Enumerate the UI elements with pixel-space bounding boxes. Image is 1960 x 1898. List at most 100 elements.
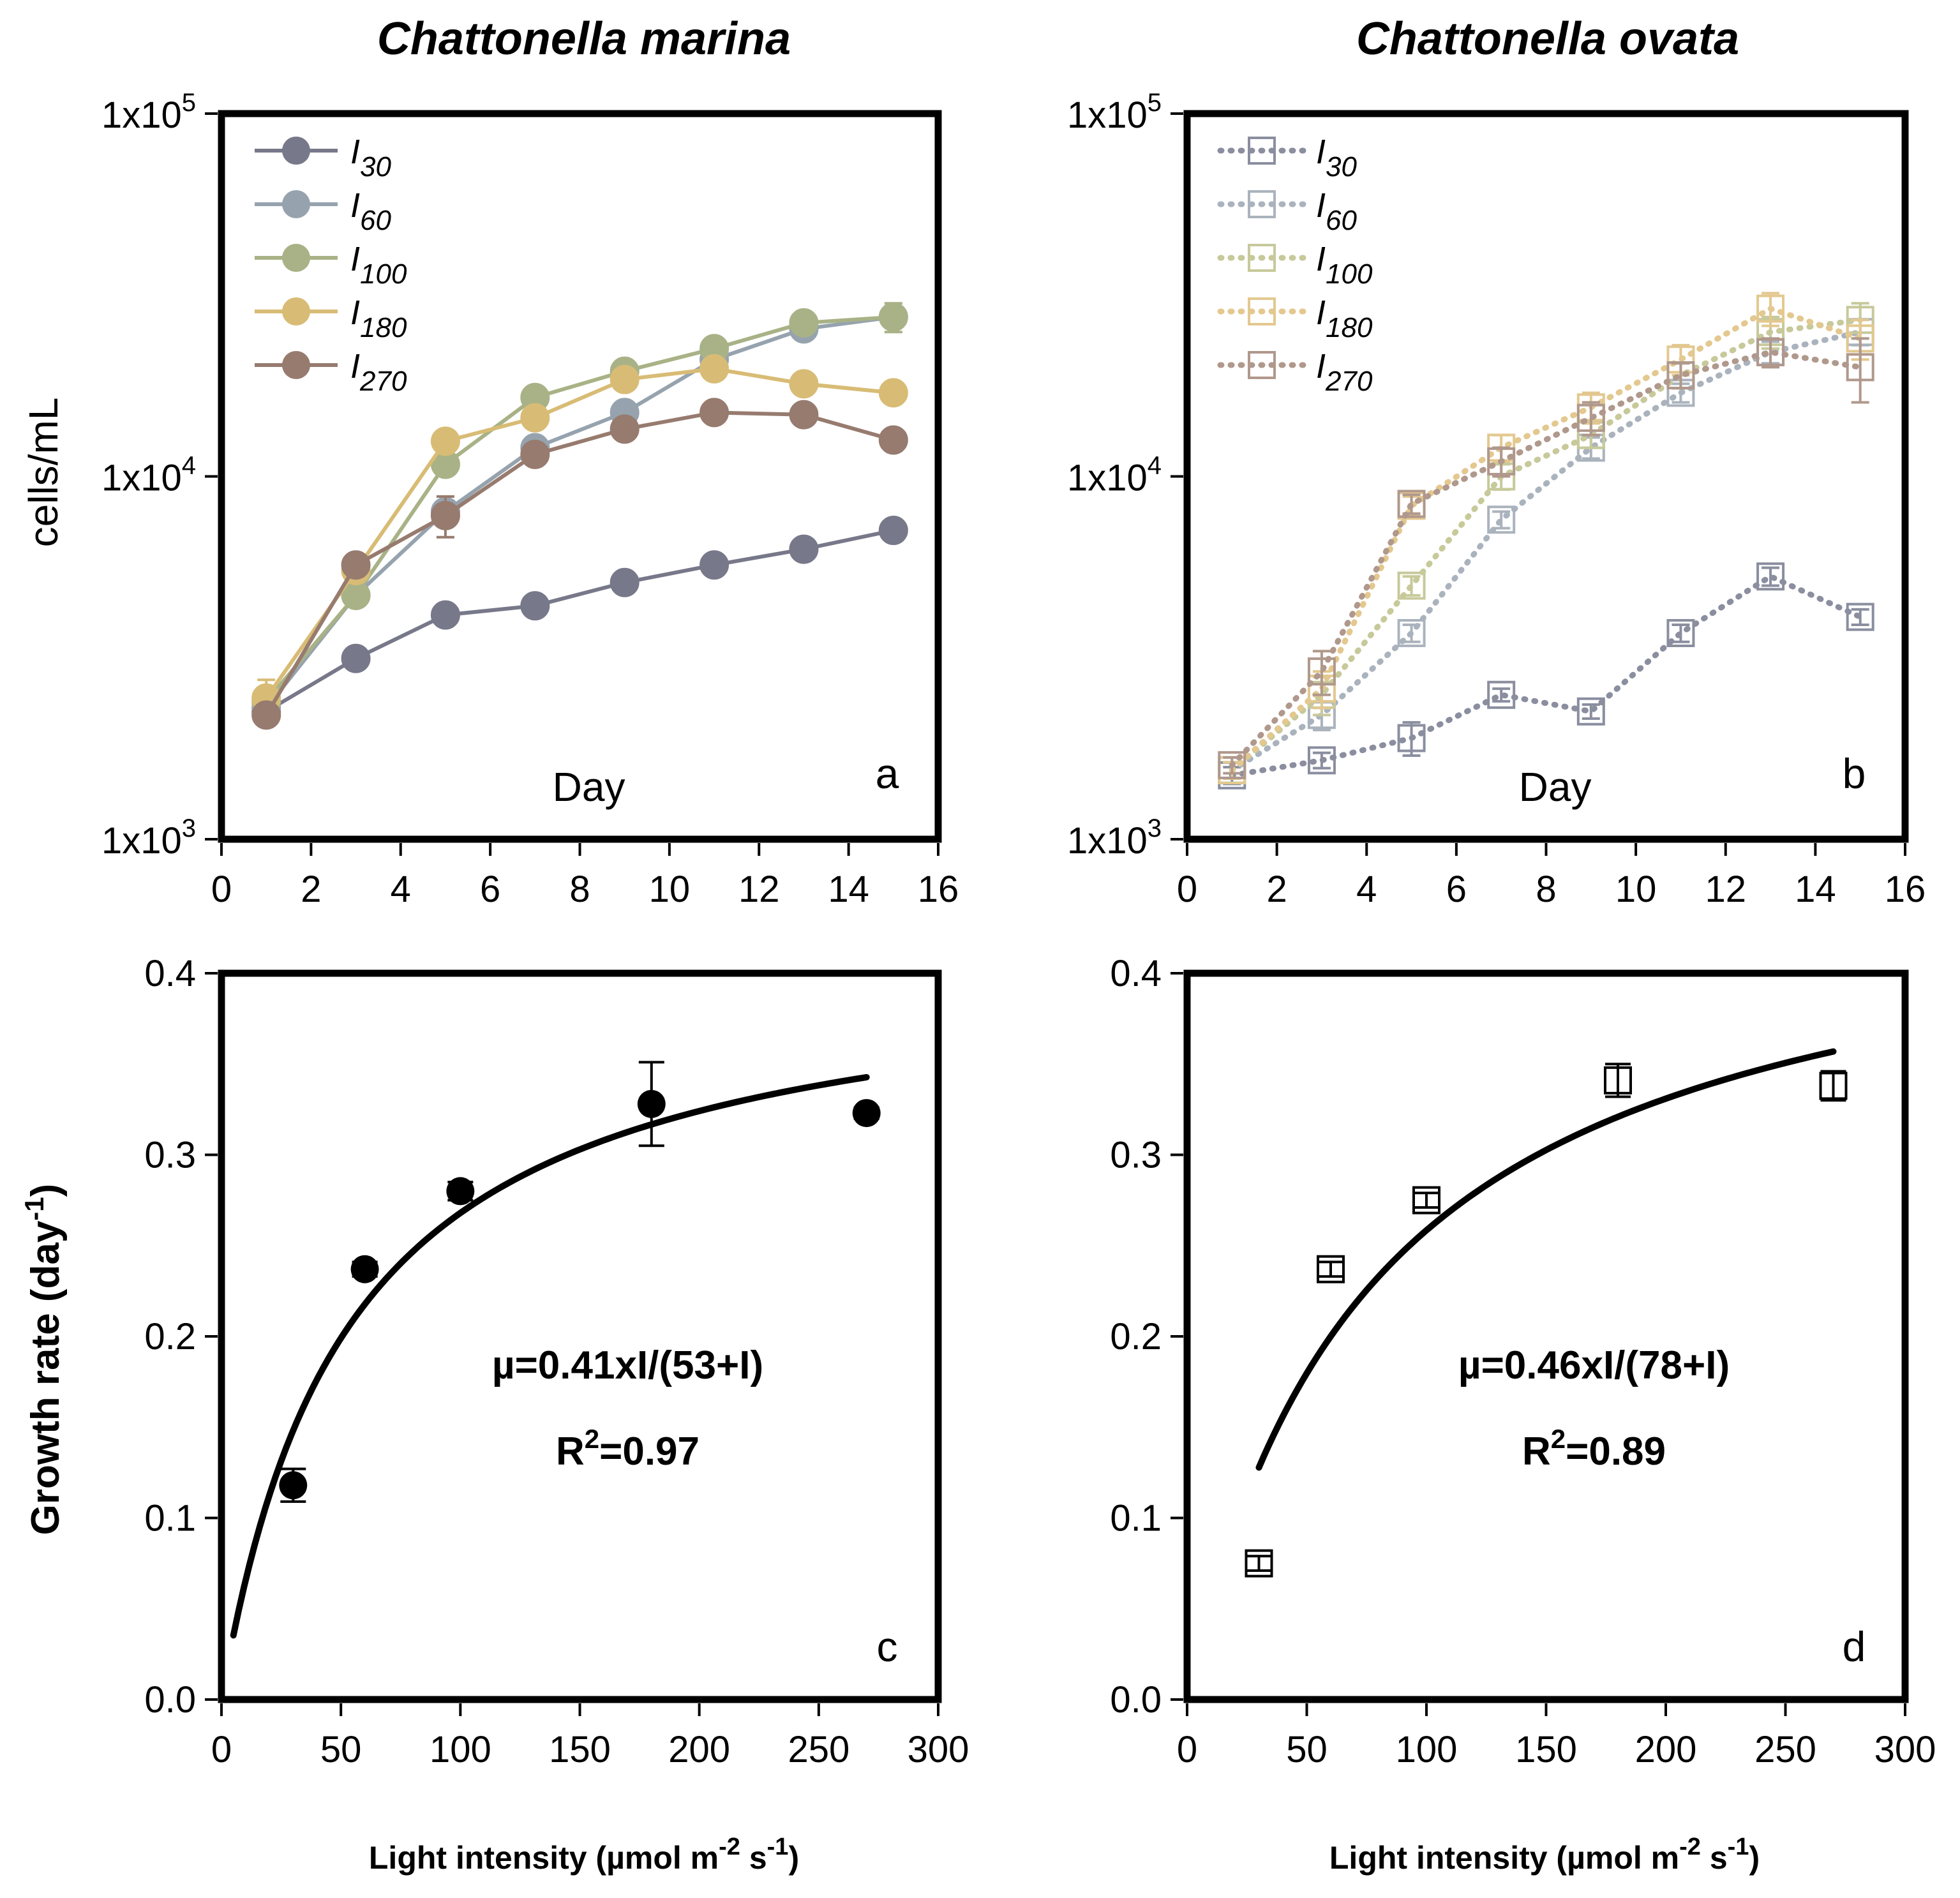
y-tick-exponent: 3 [1148, 814, 1162, 842]
legend-label-subscript: 100 [360, 258, 407, 290]
legend-marker-b [1248, 137, 1276, 165]
x-tick-label-d: 300 [1874, 1729, 1936, 1770]
data-point-a [878, 516, 908, 546]
legend-marker-a [282, 190, 310, 218]
y-tick-label-a: 1x104 [101, 452, 196, 499]
y-tick-base: 1x10 [101, 820, 182, 862]
light-label-d-sup1: -2 [1679, 1834, 1701, 1860]
series-b-I270 [1218, 337, 1874, 779]
x-tick-label-a: 0 [211, 869, 232, 910]
data-point-b [1576, 403, 1605, 432]
data-point-a [699, 398, 729, 428]
x-tick-label-c: 0 [211, 1729, 232, 1770]
legend-label-subscript: 270 [1325, 366, 1373, 397]
x-tick-label-b: 8 [1536, 869, 1556, 910]
y-tick-label-b: 1x103 [1067, 814, 1162, 862]
legend-label-letter: I [350, 133, 360, 171]
r-squared-prefix: R [1522, 1430, 1551, 1474]
y-tick-label-b: 1x105 [1067, 89, 1162, 136]
series-a-I270 [251, 398, 908, 730]
data-marker-c [350, 1255, 379, 1283]
data-point-c-60 [350, 1255, 379, 1283]
x-tick-label-c: 100 [430, 1729, 491, 1770]
panel-d-growth-rate-ovata: 0 50 100 150 200 250 300 0.0 0.1 0.2 0.3 0.4 µ=0.46x… [1110, 953, 1936, 1770]
light-label-c-sup2: -1 [767, 1834, 789, 1860]
panel-letter-c: c [877, 1623, 898, 1670]
y-tick-label-c: 0.4 [144, 953, 196, 994]
x-tick-label-d: 0 [1177, 1729, 1197, 1770]
light-label-d-close: ) [1749, 1840, 1760, 1876]
data-point-a [878, 302, 908, 332]
r-squared-value: =0.89 [1566, 1430, 1666, 1474]
data-point-c-270 [852, 1099, 881, 1128]
data-point-a [878, 425, 908, 455]
light-label-c-b: s [740, 1840, 767, 1876]
data-point-a [341, 643, 371, 673]
y-tick-base: 1x10 [101, 94, 182, 136]
series-b-I60 [1218, 318, 1874, 784]
data-point-a [789, 400, 819, 430]
light-label-d-b: s [1701, 1840, 1728, 1876]
r-squared-label-c: R2=0.97 [556, 1424, 699, 1474]
x-tick-label-c: 200 [668, 1729, 730, 1770]
legend-marker-b [1248, 244, 1276, 272]
legend-label-letter: I [350, 294, 360, 332]
legend-label-a-I100: I100 [350, 240, 407, 290]
panel-letter-b: b [1843, 750, 1866, 797]
legend-marker-b [1248, 351, 1276, 379]
x-tick-label-c: 150 [549, 1729, 611, 1770]
equation-label-d: µ=0.46xI/(78+I) [1458, 1343, 1730, 1387]
data-point-a [430, 500, 460, 530]
legend-label-letter: I [350, 240, 360, 278]
legend-label-letter: I [1316, 294, 1326, 332]
y-tick-label-d: 0.1 [1110, 1498, 1162, 1539]
data-marker-d [1604, 1066, 1632, 1095]
x-tick-label-b: 6 [1446, 869, 1467, 910]
plot-frame-d [1183, 969, 1909, 1703]
series-line-a-I100 [264, 315, 894, 703]
x-tick-label-c: 300 [908, 1729, 969, 1770]
y-tick-exponent: 4 [182, 452, 196, 480]
series-a-I100 [251, 302, 908, 716]
light-label-c-sup1: -2 [719, 1834, 740, 1860]
data-point-a [610, 364, 640, 394]
data-marker-c [852, 1099, 881, 1128]
r-squared-value: =0.97 [599, 1430, 699, 1474]
data-point-b [1397, 489, 1426, 518]
data-marker-d [1819, 1072, 1848, 1100]
data-point-b [1487, 505, 1516, 534]
light-label-d-a: Light intensity (µmol m [1329, 1840, 1679, 1876]
equation-label-c: µ=0.41xI/(53+I) [492, 1343, 763, 1387]
data-point-a [789, 308, 819, 338]
x-tick-label-c: 250 [788, 1729, 849, 1770]
legend-label-b-I100: I100 [1316, 240, 1373, 290]
legend-label-letter: I [1316, 240, 1326, 278]
x-tick-label-c: 50 [320, 1729, 362, 1770]
y-axis-label-cells: cells/mL [20, 398, 66, 548]
plot-frame-b [1183, 110, 1909, 843]
series-line-b-I270 [1229, 349, 1864, 768]
data-point-a [341, 550, 371, 580]
y-tick-label-c: 0.3 [144, 1135, 196, 1176]
series-line-a-I180 [264, 366, 894, 699]
series-a-I30 [251, 516, 908, 726]
data-point-a [789, 534, 819, 564]
title-chattonella-marina: Chattonella marina [377, 13, 791, 64]
panel-c-growth-rate-marina: 0 50 100 150 200 250 300 0.0 0.1 0.2 0.3 0.4 µ=0.41x… [144, 953, 969, 1770]
x-axis-label-light-intensity-d: Light intensity (µmol m-2 s-1) [1329, 1834, 1760, 1876]
legend-label-letter: I [1316, 133, 1326, 171]
legend-marker-a [282, 137, 310, 165]
x-tick-label-a: 12 [738, 869, 780, 910]
data-point-b [1487, 680, 1516, 709]
growth-rate-label-sup: -1 [19, 1197, 49, 1220]
fit-curve-d [1255, 1048, 1837, 1471]
data-point-d-60 [1317, 1255, 1345, 1283]
x-tick-label-a: 16 [918, 869, 959, 910]
legend-label-subscript: 60 [360, 205, 391, 236]
data-point-d-270 [1819, 1070, 1848, 1102]
x-tick-label-d: 100 [1396, 1729, 1458, 1770]
x-tick-label-a: 10 [649, 869, 691, 910]
growth-rate-label-close: ) [24, 1184, 68, 1197]
